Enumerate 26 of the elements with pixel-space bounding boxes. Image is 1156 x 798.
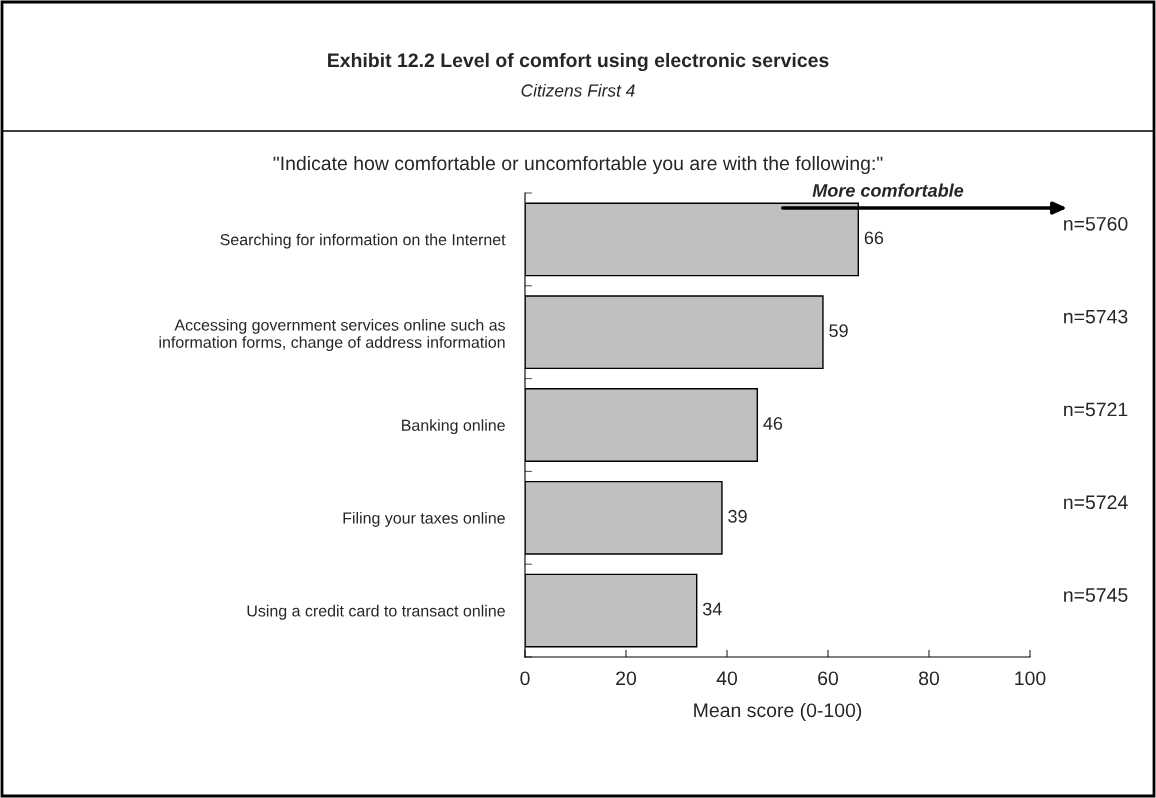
text: n=5724	[1064, 495, 1128, 510]
x-tick-label: 60	[818, 671, 839, 686]
x-tick-label: 100	[1015, 671, 1046, 686]
x-tick-label: 0	[520, 671, 530, 686]
text: "Indicate how comfortable or uncomfortable you are with the following:"	[273, 155, 883, 175]
y-tick-label: Filing your taxes online	[343, 512, 505, 527]
text: n=5745	[1064, 588, 1128, 602]
x-tick-label: 20	[616, 671, 637, 686]
data-label: 39	[728, 509, 747, 523]
data-label: 34	[702, 602, 722, 616]
chart-subtitle: Citizens First 4	[521, 83, 635, 97]
y-tick-label: Accessing government services online such as information forms, change of address information	[159, 318, 505, 352]
y-tick-label: Using a credit card to transact online	[247, 604, 505, 620]
text: n=5721	[1064, 402, 1128, 417]
data-label: 59	[829, 324, 848, 338]
y-tick-label: Banking online	[402, 419, 505, 435]
data-label: 46	[763, 417, 783, 430]
x-tick-label: 80	[919, 671, 940, 686]
data-label: 66	[864, 231, 884, 245]
text: n=5760	[1064, 216, 1128, 231]
annotation: More comfortable	[812, 183, 964, 197]
text: n=5743	[1064, 309, 1128, 324]
x-axis-title: Mean score (0-100)	[694, 702, 862, 722]
x-tick-label: 40	[716, 671, 738, 686]
chart-title: Exhibit 12.2 Level of comfort using electronic services	[328, 52, 829, 72]
y-tick-label: Searching for information on the Internet	[220, 233, 506, 249]
